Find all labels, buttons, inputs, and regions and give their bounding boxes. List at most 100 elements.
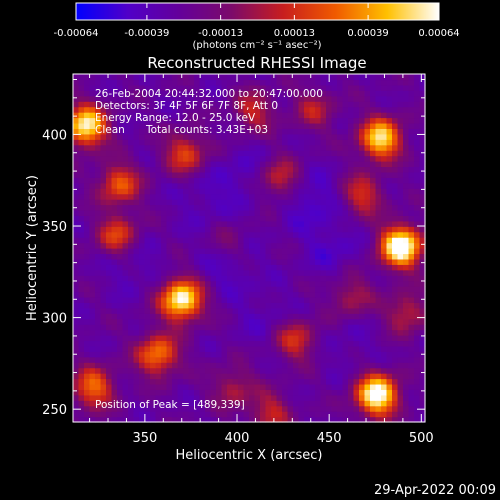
heatmap-cell [359, 356, 366, 363]
heatmap-cell [304, 405, 311, 412]
heatmap-cell [172, 128, 179, 135]
heatmap-cell [304, 242, 311, 249]
heatmap-cell [100, 345, 107, 352]
heatmap-cell [392, 253, 399, 260]
heatmap-cell [381, 166, 388, 173]
heatmap-cell [419, 155, 426, 162]
heatmap-cell [210, 356, 217, 363]
heatmap-cell [122, 411, 129, 418]
heatmap-cell [249, 74, 256, 81]
heatmap-cell [117, 90, 124, 97]
heatmap-cell [386, 269, 393, 276]
heatmap-cell [73, 258, 80, 265]
heatmap-cell [232, 258, 239, 265]
heatmap-cell [397, 112, 404, 119]
heatmap-cell [293, 177, 300, 184]
heatmap-cell [238, 188, 245, 195]
heatmap-cell [320, 166, 327, 173]
heatmap-cell [260, 248, 267, 255]
heatmap-cell [139, 95, 146, 102]
heatmap-cell [348, 329, 355, 336]
heatmap-cell [111, 345, 118, 352]
heatmap-cell [254, 128, 261, 135]
heatmap-cell [100, 155, 107, 162]
heatmap-cell [128, 248, 135, 255]
heatmap-cell [315, 394, 322, 401]
heatmap-cell [304, 166, 311, 173]
heatmap-cell [117, 248, 124, 255]
heatmap-cell [133, 215, 140, 222]
heatmap-cell [315, 220, 322, 227]
heatmap-cell [375, 389, 382, 396]
heatmap-cell [128, 340, 135, 347]
heatmap-cell [342, 90, 349, 97]
heatmap-cell [370, 248, 377, 255]
heatmap-cell [150, 318, 157, 325]
heatmap-cell [177, 220, 184, 227]
heatmap-cell [188, 335, 195, 342]
heatmap-cell [73, 329, 80, 336]
heatmap-cell [282, 106, 289, 113]
heatmap-cell [326, 286, 333, 293]
heatmap-cell [249, 351, 256, 358]
heatmap-cell [84, 101, 91, 108]
heatmap-cell [392, 166, 399, 173]
heatmap-cell [381, 280, 388, 287]
heatmap-cell [260, 356, 267, 363]
heatmap-cell [84, 161, 91, 168]
heatmap-cell [133, 258, 140, 265]
heatmap-cell [331, 335, 338, 342]
heatmap-cell [282, 394, 289, 401]
heatmap-cell [166, 318, 173, 325]
heatmap-cell [243, 296, 250, 303]
heatmap-cell [249, 209, 256, 216]
heatmap-cell [117, 182, 124, 189]
heatmap-cell [139, 204, 146, 211]
heatmap-cell [194, 204, 201, 211]
heatmap-cell [205, 280, 212, 287]
heatmap-cell [287, 133, 294, 140]
heatmap-cell [227, 383, 234, 390]
heatmap-cell [89, 128, 96, 135]
heatmap-cell [326, 79, 333, 86]
heatmap-cell [309, 405, 316, 412]
heatmap-cell [254, 182, 261, 189]
heatmap-cell [271, 351, 278, 358]
heatmap-cell [304, 215, 311, 222]
heatmap-cell [408, 220, 415, 227]
heatmap-cell [100, 378, 107, 385]
heatmap-cell [386, 139, 393, 146]
heatmap-cell [89, 144, 96, 151]
heatmap-cell [89, 345, 96, 352]
heatmap-cell [122, 313, 129, 320]
heatmap-cell [210, 286, 217, 293]
heatmap-cell [100, 389, 107, 396]
heatmap-cell [337, 155, 344, 162]
heatmap-cell [337, 231, 344, 238]
heatmap-cell [139, 286, 146, 293]
heatmap-cell [375, 128, 382, 135]
heatmap-cell [183, 139, 190, 146]
heatmap-cell [419, 335, 426, 342]
heatmap-cell [260, 340, 267, 347]
heatmap-cell [276, 128, 283, 135]
heatmap-cell [309, 128, 316, 135]
heatmap-cell [106, 291, 113, 298]
heatmap-cell [392, 171, 399, 178]
heatmap-cell [238, 209, 245, 216]
heatmap-cell [150, 128, 157, 135]
heatmap-cell [95, 291, 102, 298]
heatmap-cell [166, 400, 173, 407]
heatmap-cell [84, 264, 91, 271]
heatmap-cell [150, 220, 157, 227]
heatmap-cell [166, 182, 173, 189]
heatmap-cell [117, 318, 124, 325]
heatmap-cell [353, 362, 360, 369]
heatmap-cell [408, 253, 415, 260]
heatmap-image [73, 74, 426, 423]
heatmap-cell [414, 329, 421, 336]
heatmap-cell [122, 166, 129, 173]
heatmap-cell [397, 286, 404, 293]
heatmap-cell [221, 177, 228, 184]
heatmap-cell [403, 378, 410, 385]
